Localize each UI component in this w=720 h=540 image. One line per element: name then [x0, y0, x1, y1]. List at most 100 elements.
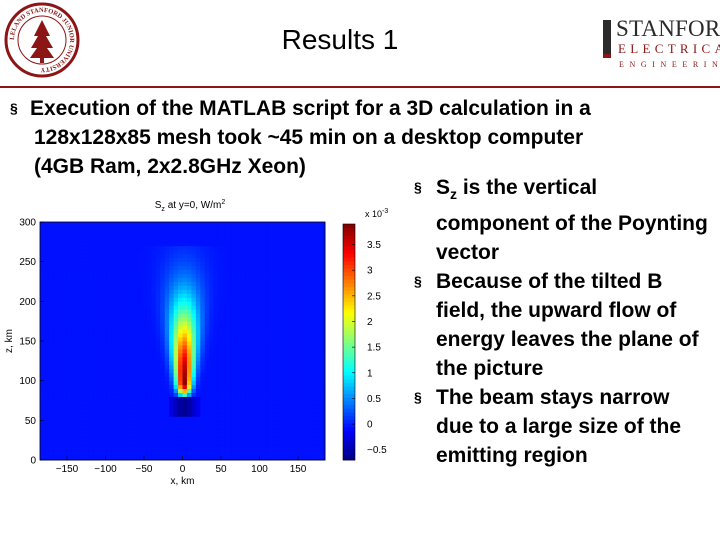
heatmap-cell [249, 293, 255, 298]
heatmap-cell [293, 444, 299, 449]
heatmap-cell [262, 329, 268, 334]
heatmap-cell [280, 372, 286, 378]
heatmap-cell [249, 388, 255, 393]
colorbar-segment [343, 275, 355, 280]
heatmap-cell [267, 341, 272, 346]
heatmap-cell [133, 440, 139, 445]
heatmap-cell [316, 384, 321, 389]
heatmap-cell [289, 376, 295, 382]
heatmap-cell [62, 356, 68, 362]
heatmap-cell [231, 261, 237, 267]
heatmap-cell [191, 273, 197, 278]
heatmap-cell [280, 281, 286, 286]
heatmap-cell [289, 344, 295, 350]
heatmap-cell [280, 400, 286, 405]
heatmap-cell [195, 233, 201, 239]
heatmap-cell [271, 452, 277, 457]
heatmap-cell [71, 380, 77, 386]
heatmap-cell [75, 396, 81, 401]
heatmap-cell [106, 428, 112, 433]
heatmap-cell [142, 297, 148, 302]
heatmap-cell [218, 293, 223, 298]
heatmap-cell [293, 428, 299, 433]
heatmap-cell [178, 273, 183, 278]
heatmap-cell [218, 380, 223, 386]
heatmap-cell [289, 277, 295, 282]
heatmap-cell [164, 440, 170, 445]
heatmap-cell [97, 309, 103, 314]
heatmap-cell [222, 452, 228, 457]
heatmap-cell [209, 321, 215, 326]
heatmap-cell [71, 376, 77, 382]
heatmap-cell [48, 321, 54, 326]
heatmap-cell [218, 408, 223, 413]
heatmap-cell [40, 428, 45, 433]
heatmap-cell [124, 261, 130, 267]
heatmap-cell [164, 408, 170, 413]
heatmap-cell [88, 360, 94, 366]
heatmap-cell [160, 356, 166, 362]
heatmap-cell [200, 424, 206, 429]
heatmap-cell [316, 261, 321, 267]
heatmap-cell [302, 265, 308, 270]
heatmap-cell [111, 396, 117, 401]
heatmap-cell [120, 432, 126, 437]
heatmap-cell [204, 360, 210, 366]
heatmap-cell [316, 297, 321, 302]
heatmap-cell [93, 261, 99, 267]
heatmap-cell [129, 432, 134, 437]
heatmap-cell [320, 265, 326, 270]
heatmap-cell [40, 408, 45, 413]
heatmap-cell [40, 285, 45, 290]
heatmap-cell [227, 317, 232, 322]
heatmap-cell [111, 348, 117, 354]
heatmap-cell [146, 253, 152, 259]
heatmap-cell [213, 237, 219, 243]
heatmap-cell [258, 269, 264, 274]
heatmap-cell [120, 277, 126, 282]
heatmap-cell [249, 233, 255, 239]
heatmap-cell [267, 456, 272, 461]
heatmap-cell [200, 233, 206, 239]
heatmap-cell [178, 269, 183, 274]
heatmap-cell [182, 348, 188, 354]
heatmap-cell [66, 380, 72, 386]
heatmap-cell [44, 341, 50, 346]
heatmap-cell [231, 225, 237, 231]
heatmap-cell [102, 293, 108, 298]
heatmap-cell [200, 237, 206, 243]
heatmap-cell [186, 436, 192, 441]
heatmap-cell [40, 257, 45, 263]
heatmap-cell [267, 265, 272, 270]
heatmap-cell [53, 237, 59, 243]
heatmap-cell [302, 444, 308, 449]
heatmap-cell [129, 325, 134, 330]
heatmap-cell [186, 321, 192, 326]
heatmap-cell [200, 356, 206, 362]
heatmap-cell [178, 309, 183, 314]
heatmap-cell [213, 309, 219, 314]
heatmap-cell [320, 396, 326, 401]
heatmap-cell [289, 452, 295, 457]
heatmap-cell [240, 337, 246, 342]
heatmap-cell [57, 329, 63, 334]
heatmap-cell [316, 388, 321, 393]
heatmap-cell [155, 297, 161, 302]
heatmap-cell [262, 420, 268, 425]
heatmap-cell [151, 404, 157, 409]
heatmap-cell [240, 321, 246, 326]
heatmap-cell [204, 412, 210, 417]
heatmap-cell [311, 253, 317, 259]
heatmap-cell [173, 269, 179, 274]
heatmap-cell [271, 293, 277, 298]
colorbar-segment [343, 412, 355, 417]
heatmap-cell [213, 396, 219, 401]
colorbar-segment [343, 441, 355, 446]
heatmap-cell [182, 408, 188, 413]
heatmap-cell [218, 348, 223, 354]
heatmap-cell [129, 229, 134, 235]
heatmap-cell [146, 384, 152, 389]
heatmap-cell [102, 360, 108, 366]
heatmap-cell [88, 376, 94, 382]
heatmap-cell [204, 368, 210, 374]
